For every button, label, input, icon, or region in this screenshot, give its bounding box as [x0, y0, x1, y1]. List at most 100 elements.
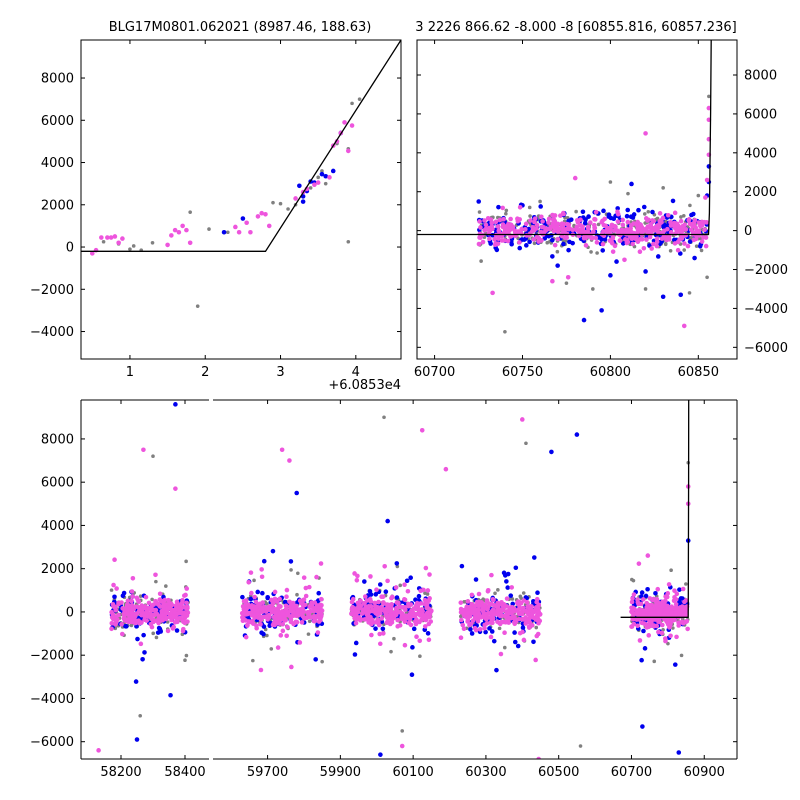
data-point-magenta [125, 609, 130, 615]
data-point-magenta [668, 223, 674, 228]
data-point-blue [294, 490, 299, 496]
data-point-magenta [591, 222, 597, 228]
data-point-blue [383, 589, 389, 595]
data-point-magenta [360, 608, 366, 614]
data-point-magenta [417, 638, 423, 644]
data-point-magenta [565, 275, 571, 280]
data-point-magenta [243, 598, 249, 603]
data-point-gray [518, 594, 523, 599]
data-point-magenta [349, 606, 355, 612]
data-point-blue [476, 199, 481, 204]
data-point-magenta [477, 235, 482, 240]
data-point-blue [672, 662, 678, 667]
data-point-magenta [236, 229, 242, 235]
data-point-blue [660, 294, 666, 300]
data-point-blue [670, 198, 676, 204]
y-tick-label: −4000 [30, 692, 74, 707]
data-point-magenta [260, 600, 266, 605]
data-point-magenta [500, 205, 505, 211]
data-point-magenta [502, 238, 507, 243]
data-point-magenta [395, 624, 400, 629]
data-point-magenta [466, 604, 472, 610]
y-tick-label: 8000 [744, 69, 777, 84]
data-point-magenta [121, 616, 127, 621]
data-point-magenta [651, 241, 656, 247]
data-point-magenta [484, 621, 490, 626]
data-point-blue [665, 223, 670, 229]
data-point-blue [639, 590, 645, 595]
data-point-magenta [136, 599, 142, 604]
data-point-magenta [252, 594, 257, 600]
model-curve-line [417, 40, 712, 236]
data-point-magenta [640, 597, 646, 602]
data-point-gray [350, 101, 354, 106]
data-point-magenta [388, 606, 394, 611]
data-point-magenta [559, 221, 565, 226]
data-point-magenta [513, 619, 519, 624]
data-point-magenta [159, 617, 165, 622]
data-point-magenta [535, 631, 541, 637]
data-point-magenta [665, 603, 670, 609]
data-point-magenta [266, 223, 272, 229]
data-point-magenta [476, 241, 482, 247]
data-point-magenta [130, 575, 136, 581]
data-point-gray [493, 591, 497, 596]
data-point-blue [297, 183, 302, 189]
data-point-magenta [588, 220, 593, 225]
data-point-magenta [625, 227, 630, 232]
data-point-magenta [109, 609, 114, 615]
data-point-magenta [399, 604, 404, 610]
data-point-magenta [498, 611, 503, 616]
data-point-magenta [682, 241, 687, 246]
data-point-blue [601, 208, 606, 214]
data-point-magenta [258, 667, 264, 673]
data-point-magenta [533, 657, 538, 663]
data-point-magenta [174, 605, 180, 611]
data-point-magenta [418, 588, 424, 594]
y-tick-label: 0 [66, 241, 74, 256]
data-point-gray [101, 239, 106, 244]
data-point-gray [188, 210, 192, 214]
data-point-blue [377, 582, 383, 587]
data-point-magenta [620, 222, 626, 228]
data-point-magenta [113, 604, 118, 610]
data-point-gray [608, 180, 613, 184]
data-point-gray [694, 244, 699, 248]
data-point-magenta [365, 615, 370, 620]
data-point-magenta [358, 598, 363, 604]
data-point-magenta [172, 609, 177, 615]
data-point-magenta [654, 239, 660, 245]
data-point-magenta [668, 633, 673, 639]
y-tick-label: 0 [744, 224, 752, 239]
data-point-magenta [617, 238, 623, 244]
data-point-gray [392, 636, 396, 641]
data-point-magenta [353, 612, 358, 617]
data-point-gray [696, 193, 701, 198]
data-point-magenta [425, 588, 431, 593]
data-point-gray [183, 658, 187, 662]
y-tick-label: −2000 [30, 649, 74, 664]
data-point-magenta [243, 634, 249, 640]
data-point-gray [555, 249, 560, 254]
data-point-magenta [300, 601, 306, 606]
y-tick-label: −4000 [30, 325, 74, 340]
data-point-gray [596, 222, 601, 227]
data-point-magenta [176, 229, 182, 235]
data-point-magenta [379, 616, 384, 621]
data-point-magenta [465, 615, 470, 621]
x-tick-label: 60500 [538, 765, 579, 780]
y-tick-label: −6000 [30, 735, 74, 750]
data-point-magenta [637, 249, 643, 255]
data-point-magenta [279, 447, 285, 453]
top-right-lightcurve-window-panel: 3 2226 866.62 -8.000 -8 [60855.816, 6085… [414, 20, 788, 380]
data-point-magenta [607, 238, 613, 243]
data-point-magenta [617, 232, 623, 238]
data-point-magenta [129, 589, 135, 594]
data-point-magenta [546, 216, 552, 222]
data-point-gray [286, 207, 290, 211]
data-point-magenta [641, 621, 647, 626]
data-point-magenta [354, 578, 360, 583]
data-point-blue [639, 657, 644, 663]
data-point-magenta [480, 239, 486, 245]
data-point-magenta [362, 594, 368, 599]
